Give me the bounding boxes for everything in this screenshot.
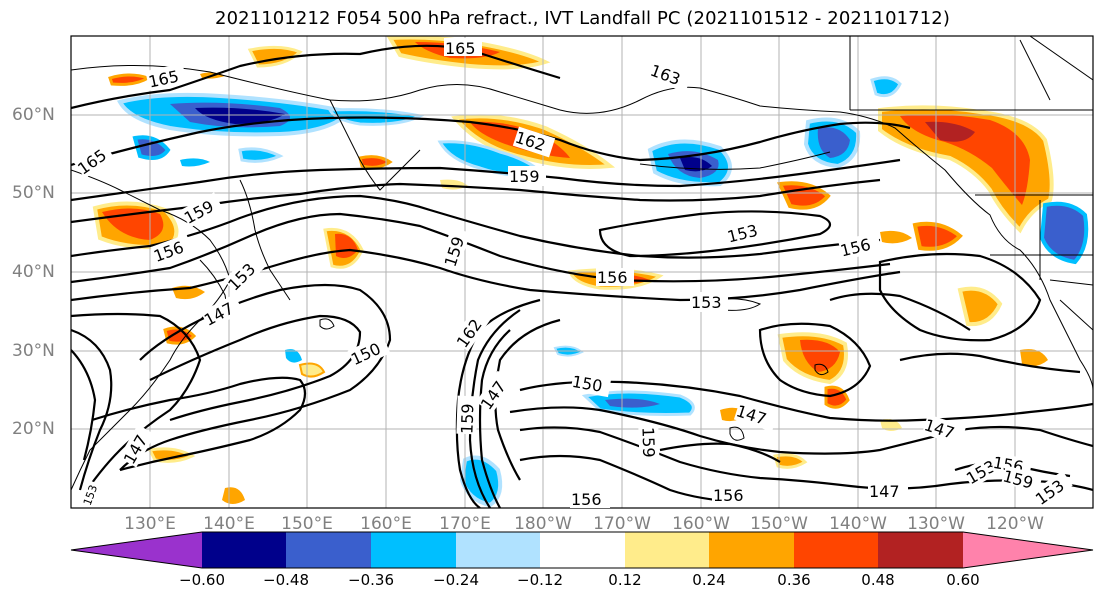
colorbar-bin (794, 532, 878, 568)
contour-label: 147 (869, 482, 900, 501)
shade-positive (358, 155, 393, 169)
colorbar-extend-high (963, 532, 1093, 568)
shade-positive (773, 453, 808, 469)
contour-label: 159 (457, 403, 477, 434)
lon-label: 140°W (829, 514, 887, 534)
shade-positive (108, 73, 152, 86)
colorbar-bin (456, 532, 540, 568)
shade-positive (222, 487, 245, 504)
colorbar-tick-label: 0.48 (861, 571, 895, 589)
contour-label: 156 (838, 235, 872, 261)
coastlines (71, 36, 1093, 491)
shade-positive (147, 447, 196, 463)
colorbar-tick-label: −0.24 (433, 571, 479, 589)
contour-label: 156 (597, 268, 628, 287)
shade-negative (605, 398, 660, 408)
lat-label: 50°N (12, 183, 55, 203)
shade-positive (440, 179, 468, 190)
colorbar-tick-label: −0.60 (179, 571, 225, 589)
lon-label: 160°E (360, 514, 412, 534)
shade-negative (285, 349, 302, 363)
shade-negative (870, 76, 902, 98)
contour-label: 147 (734, 401, 769, 429)
map-title: 2021101212 F054 500 hPa refract., IVT La… (215, 8, 950, 29)
lon-label: 120°W (986, 514, 1044, 534)
lat-label: 20°N (12, 419, 55, 439)
shade-positive (900, 114, 1030, 205)
shade-negative (195, 107, 285, 124)
colorbar-bin (709, 532, 794, 568)
lon-label: 160°W (672, 514, 730, 534)
colorbar-tick-label: 0.12 (608, 571, 642, 589)
shade-positive (880, 419, 902, 431)
contour-label: 159 (509, 167, 540, 186)
lat-label: 30°N (12, 341, 55, 361)
colorbar-bin (202, 532, 286, 568)
lon-label: 140°E (203, 514, 255, 534)
shade-negative (817, 127, 850, 158)
contour-label: 159 (638, 427, 658, 458)
shade-positive (163, 326, 197, 345)
colorbar-tick-label: −0.12 (517, 571, 563, 589)
lon-label: 130°W (907, 514, 965, 534)
lon-label: 170°E (439, 514, 491, 534)
colorbar-extend-low (71, 532, 202, 568)
colorbar-bin (625, 532, 709, 568)
shade-positive (925, 121, 975, 142)
contour-label: 153 (691, 293, 722, 312)
lat-label: 60°N (12, 105, 55, 125)
shade-positive (800, 339, 840, 372)
lon-label: 130°E (124, 514, 176, 534)
contour-label: 163 (648, 61, 683, 89)
lat-label: 40°N (12, 262, 55, 282)
colorbar-bin (540, 532, 625, 568)
colorbar-bin (286, 532, 371, 568)
shade-positive (912, 221, 963, 251)
shade-negative (1039, 201, 1089, 265)
contour-label: 156 (713, 486, 744, 505)
shade-positive (298, 362, 326, 378)
contour-label: 156 (571, 490, 602, 509)
shade-positive (824, 385, 850, 409)
colorbar-tick-label: 0.24 (692, 571, 726, 589)
shade-positive (1020, 349, 1048, 367)
colorbar (70, 531, 1094, 569)
lon-label: 170°W (593, 514, 651, 534)
colorbar-bin (878, 532, 963, 568)
colorbar-tick-label: −0.48 (263, 571, 309, 589)
colorbar-bin (371, 532, 456, 568)
shade-positive (335, 233, 358, 258)
lon-label: 180°W (514, 514, 572, 534)
shade-positive (957, 286, 1003, 327)
contour-label: 153 (725, 221, 759, 247)
colorbar-outline (70, 531, 1094, 569)
contour-label: 159 (441, 234, 469, 269)
contour-label: 165 (445, 39, 476, 58)
colorbar-tick-label: 0.60 (946, 571, 980, 589)
shade-negative (180, 158, 210, 167)
shade-positive (880, 230, 912, 244)
shade-positive (777, 181, 831, 210)
contour-label: 150 (571, 372, 604, 396)
shade-negative (238, 147, 284, 163)
shade-negative (680, 157, 712, 172)
lon-label: 150°E (281, 514, 333, 534)
lon-label: 150°W (750, 514, 808, 534)
colorbar-tick-label: −0.36 (348, 571, 394, 589)
colorbar-tick-label: 0.36 (777, 571, 811, 589)
shading-layer (92, 36, 1089, 508)
